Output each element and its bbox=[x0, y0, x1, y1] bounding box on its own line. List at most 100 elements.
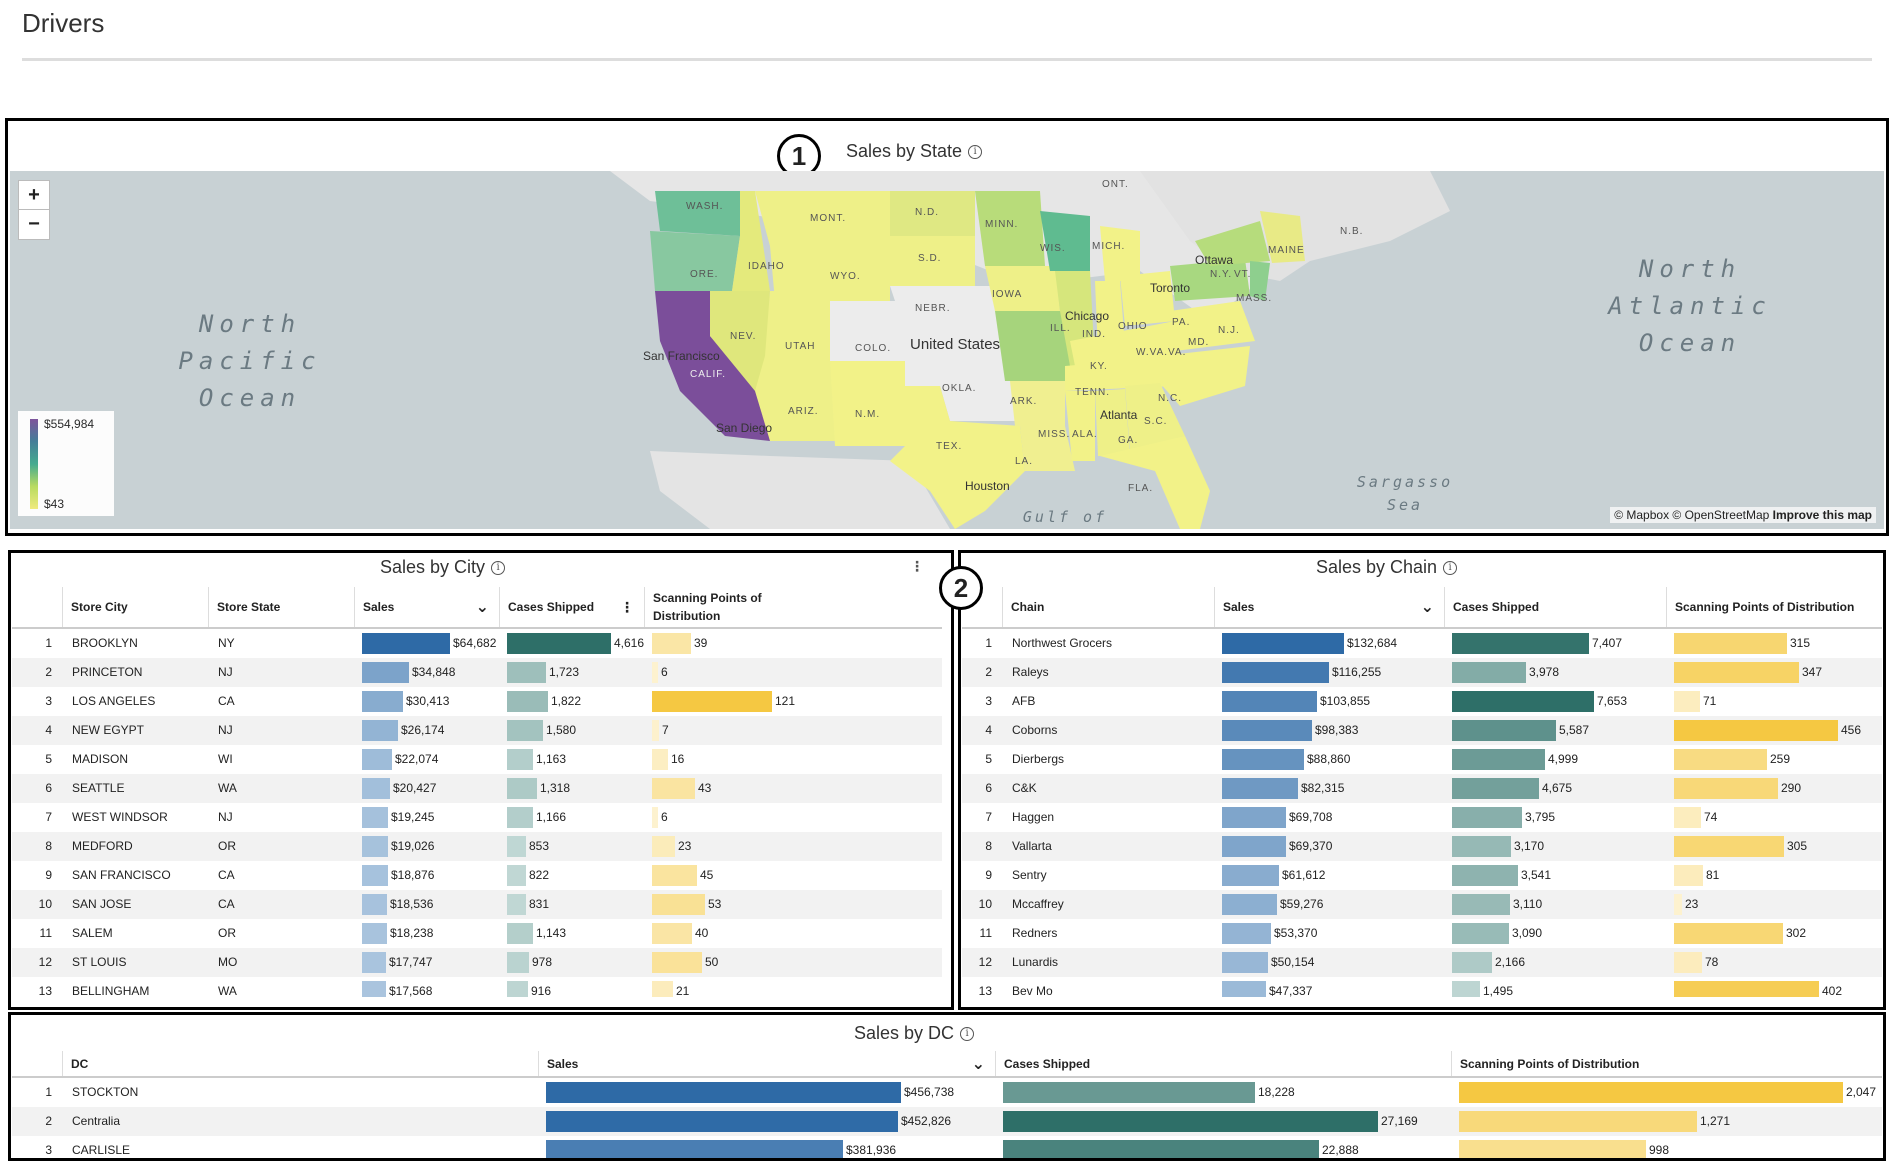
gulf-label: Gulf of bbox=[1022, 508, 1108, 526]
cases-shipped-bar bbox=[1452, 720, 1556, 741]
column-header[interactable] bbox=[12, 587, 62, 627]
column-header[interactable]: Sales ⌄ bbox=[354, 587, 499, 627]
column-header[interactable]: Cases Shipped bbox=[995, 1051, 1451, 1076]
table-row[interactable]: 5 MADISON WI $22,074 1,163 16 bbox=[12, 745, 942, 774]
table-row[interactable]: 5 Dierbergs $88,860 4,999 259 bbox=[962, 745, 1882, 774]
table-row[interactable]: 3 CARLISLE $381,936 22,888 998 bbox=[12, 1136, 1882, 1158]
table-row[interactable]: 10 Mccaffrey $59,276 3,110 23 bbox=[962, 890, 1882, 919]
table-row[interactable]: 4 NEW EGYPT NJ $26,174 1,580 7 bbox=[12, 716, 942, 745]
table-row[interactable]: 1 BROOKLYN NY $64,682 4,616 39 bbox=[12, 629, 942, 658]
cases-shipped-bar bbox=[507, 749, 533, 770]
row-number: 11 bbox=[979, 926, 992, 940]
store-city-cell: BELLINGHAM bbox=[72, 984, 150, 997]
spd-bar-label: 43 bbox=[698, 781, 712, 795]
row-number: 2 bbox=[45, 665, 52, 679]
cases-shipped-bar-label: 1,143 bbox=[536, 926, 567, 940]
cases-shipped-bar-label: 18,228 bbox=[1258, 1085, 1295, 1099]
spd-bar bbox=[1459, 1140, 1646, 1158]
spd-bar-label: 81 bbox=[1706, 868, 1720, 882]
table-row[interactable]: 12 Lunardis $50,154 2,166 78 bbox=[962, 948, 1882, 977]
table-row[interactable]: 2 PRINCETON NJ $34,848 1,723 6 bbox=[12, 658, 942, 687]
more-options-icon[interactable]: ⋮ bbox=[910, 558, 924, 574]
spd-bar bbox=[652, 981, 673, 997]
sort-desc-icon[interactable]: ⌄ bbox=[1420, 599, 1434, 616]
cases-shipped-bar-label: 4,616 bbox=[614, 636, 645, 650]
info-icon[interactable]: i bbox=[960, 1027, 975, 1042]
state-label: N.Y. bbox=[1210, 269, 1233, 280]
spd-bar bbox=[1674, 836, 1784, 857]
table-row[interactable]: 13 Bev Mo $47,337 1,495 402 bbox=[962, 977, 1882, 997]
store-city-cell: PRINCETON bbox=[72, 665, 143, 679]
table-row[interactable]: 9 SAN FRANCISCO CA $18,876 822 45 bbox=[12, 861, 942, 890]
table-row[interactable]: 11 SALEM OR $18,238 1,143 40 bbox=[12, 919, 942, 948]
table-row[interactable]: 4 Coborns $98,383 5,587 456 bbox=[962, 716, 1882, 745]
table-row[interactable]: 8 Vallarta $69,370 3,170 305 bbox=[962, 832, 1882, 861]
map-panel-frame bbox=[5, 118, 1889, 536]
dc-cell: STOCKTON bbox=[72, 1085, 139, 1099]
sort-desc-icon[interactable]: ⌄ bbox=[971, 1055, 985, 1073]
city-label: Houston bbox=[965, 479, 1010, 493]
row-number: 7 bbox=[45, 810, 52, 824]
spd-bar bbox=[1674, 807, 1701, 828]
table-row[interactable]: 2 Raleys $116,255 3,978 347 bbox=[962, 658, 1882, 687]
table-row[interactable]: 1 STOCKTON $456,738 18,228 2,047 bbox=[12, 1078, 1882, 1107]
table-row[interactable]: 6 SEATTLE WA $20,427 1,318 43 bbox=[12, 774, 942, 803]
column-header[interactable] bbox=[12, 1051, 62, 1076]
sort-desc-icon[interactable]: ⌄ bbox=[475, 599, 489, 616]
info-icon[interactable]: i bbox=[1443, 561, 1458, 576]
column-header[interactable]: Sales ⌄ bbox=[538, 1051, 995, 1076]
column-header[interactable]: Chain bbox=[1002, 587, 1214, 627]
state-missouri bbox=[995, 311, 1075, 381]
table-row[interactable]: 13 BELLINGHAM WA $17,568 916 21 bbox=[12, 977, 942, 997]
info-icon[interactable]: i bbox=[968, 145, 983, 160]
spd-bar bbox=[1674, 952, 1702, 973]
sales-bar bbox=[362, 836, 388, 857]
column-header[interactable]: DC bbox=[62, 1051, 538, 1076]
state-map[interactable]: + − North Pacific Ocean North Atlantic O… bbox=[10, 171, 1884, 529]
table-row[interactable]: 10 SAN JOSE CA $18,536 831 53 bbox=[12, 890, 942, 919]
sales-bar-label: $47,337 bbox=[1269, 984, 1313, 997]
table-row[interactable]: 9 Sentry $61,612 3,541 81 bbox=[962, 861, 1882, 890]
column-header[interactable] bbox=[962, 587, 1002, 627]
state-idaho bbox=[732, 191, 770, 291]
column-menu-icon[interactable]: ⋮ bbox=[620, 598, 634, 615]
table-row[interactable]: 1 Northwest Grocers $132,684 7,407 315 bbox=[962, 629, 1882, 658]
column-header[interactable]: Scanning Points of Distribution bbox=[644, 587, 789, 627]
row-number: 2 bbox=[985, 665, 992, 679]
info-icon[interactable]: i bbox=[491, 561, 506, 576]
table-row[interactable]: 7 Haggen $69,708 3,795 74 bbox=[962, 803, 1882, 832]
state-louisiana bbox=[1020, 426, 1075, 471]
table-row[interactable]: 3 AFB $103,855 7,653 71 bbox=[962, 687, 1882, 716]
state-label: FLA. bbox=[1128, 483, 1154, 494]
map-legend: $554,984 $43 bbox=[18, 411, 114, 516]
state-pennsylvania bbox=[1170, 259, 1250, 301]
zoom-in-button[interactable]: + bbox=[18, 180, 50, 211]
column-header[interactable]: Scanning Points of Distribution bbox=[1451, 1051, 1882, 1076]
table-row[interactable]: 8 MEDFORD OR $19,026 853 23 bbox=[12, 832, 942, 861]
cases-shipped-bar bbox=[507, 691, 548, 712]
table-row[interactable]: 12 ST LOUIS MO $17,747 978 50 bbox=[12, 948, 942, 977]
store-city-cell: SALEM bbox=[72, 926, 113, 940]
column-header[interactable]: Store City bbox=[62, 587, 208, 627]
cases-shipped-bar-label: 1,580 bbox=[546, 723, 577, 737]
spd-bar-label: 121 bbox=[775, 694, 796, 708]
zoom-out-button[interactable]: − bbox=[18, 209, 50, 240]
table-row[interactable]: 7 WEST WINDSOR NJ $19,245 1,166 6 bbox=[12, 803, 942, 832]
column-header[interactable]: Sales ⌄ bbox=[1214, 587, 1444, 627]
sales-bar-label: $116,255 bbox=[1332, 665, 1382, 679]
column-header[interactable]: Store State bbox=[208, 587, 354, 627]
column-header[interactable]: Cases Shipped bbox=[1444, 587, 1666, 627]
cases-shipped-bar bbox=[507, 865, 526, 886]
page-title: Drivers bbox=[22, 8, 105, 38]
table-row[interactable]: 6 C&K $82,315 4,675 290 bbox=[962, 774, 1882, 803]
row-number: 1 bbox=[985, 636, 992, 650]
table-row[interactable]: 3 LOS ANGELES CA $30,413 1,822 121 bbox=[12, 687, 942, 716]
table-row[interactable]: 2 Centralia $452,826 27,169 1,271 bbox=[12, 1107, 1882, 1136]
improve-map-link[interactable]: Improve this map bbox=[1772, 508, 1872, 522]
column-header[interactable]: Scanning Points of Distribution bbox=[1666, 587, 1882, 627]
column-header[interactable]: Cases Shipped ⋮ bbox=[499, 587, 644, 627]
attribution-text[interactable]: © Mapbox © OpenStreetMap bbox=[1614, 508, 1770, 522]
table-row[interactable]: 11 Redners $53,370 3,090 302 bbox=[962, 919, 1882, 948]
cases-shipped-bar bbox=[1452, 749, 1545, 770]
sales-bar bbox=[362, 633, 450, 654]
